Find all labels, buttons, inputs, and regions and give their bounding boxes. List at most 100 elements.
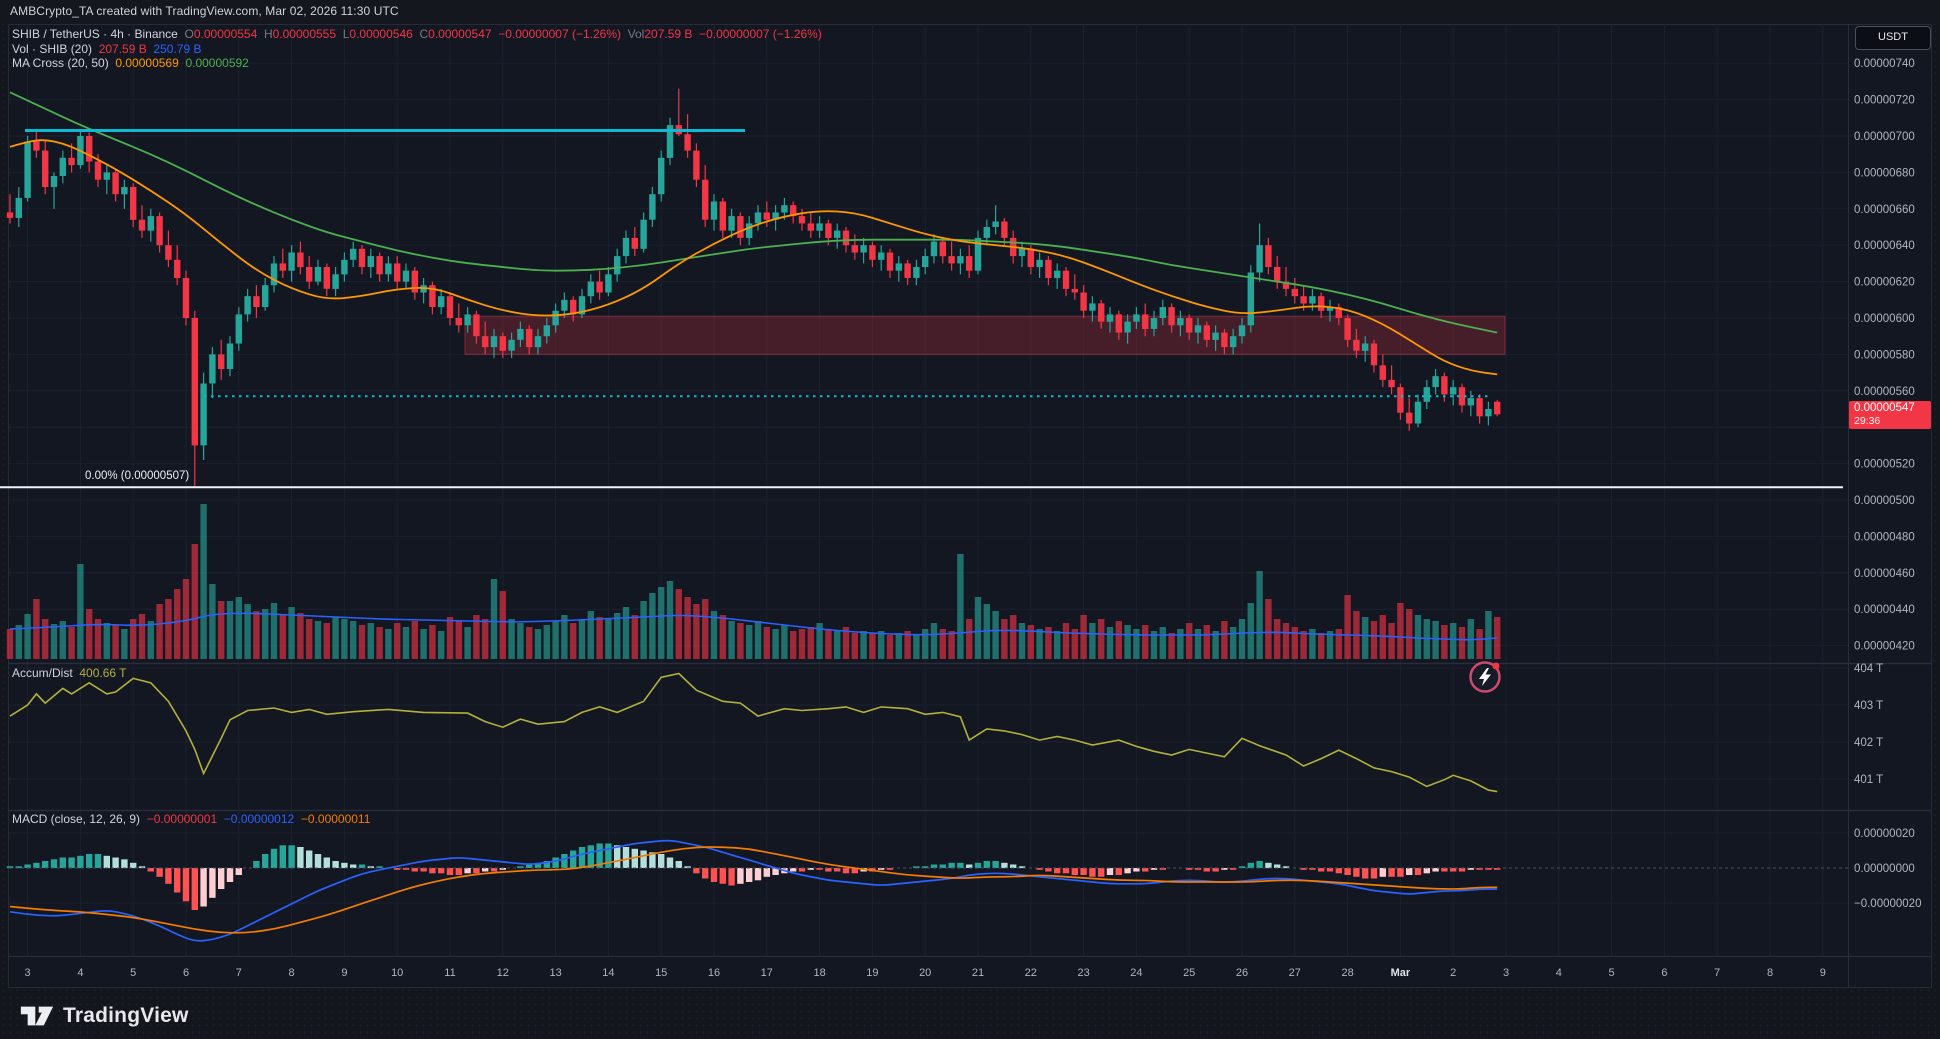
macd-hist-value: −0.00000001 (146, 812, 218, 826)
accum-dist-legend[interactable]: Accum/Dist 400.66 T (12, 666, 127, 680)
last-price-value: 0.00000547 (1854, 402, 1915, 414)
accum-dist-line (9, 672, 1498, 793)
time-axis-label: 20 (919, 967, 931, 979)
ad-axis-label: 402 T (1854, 737, 1883, 749)
symbol-legend[interactable]: SHIB / TetherUS · 4h · Binance O0.000005… (12, 27, 822, 41)
attribution-text: AMBCrypto_TA created with TradingView.co… (10, 4, 399, 18)
ma-cross-title[interactable]: MA Cross (20, 50) (12, 56, 109, 70)
price-axis-label: 0.00000740 (1854, 58, 1915, 70)
macd-line (9, 839, 1498, 942)
price-axis-label: 0.00000500 (1854, 495, 1915, 507)
supply-zone-box[interactable] (464, 315, 1506, 355)
flash-badge[interactable] (1467, 659, 1503, 695)
currency-toggle-button[interactable]: USDT (1855, 26, 1931, 50)
time-axis-label: 12 (497, 967, 509, 979)
time-axis-label: 3 (1503, 967, 1509, 979)
time-axis-label: 24 (1130, 967, 1142, 979)
time-axis-label: 19 (866, 967, 878, 979)
macd-histogram (6, 843, 1501, 910)
macd-signal-line (9, 846, 1498, 934)
lightning-icon (1479, 668, 1491, 686)
time-axis-label: 13 (549, 967, 561, 979)
price-axis-label: 0.00000440 (1854, 604, 1915, 616)
notification-dot (1492, 662, 1500, 670)
ma50-line (9, 91, 1498, 334)
price-axis-label: 0.00000700 (1854, 131, 1915, 143)
vol-value: 207.59 B (644, 27, 693, 41)
time-axis-label: 28 (1341, 967, 1353, 979)
close-value: 0.00000547 (428, 27, 492, 41)
time-axis-label: 5 (1609, 967, 1615, 979)
time-axis-label: 6 (183, 967, 189, 979)
last-price-tag[interactable]: 0.00000547 29:36 (1849, 401, 1931, 429)
time-axis-label: 4 (77, 967, 83, 979)
bar-countdown: 29:36 (1854, 415, 1881, 427)
time-axis-label: 8 (289, 967, 295, 979)
time-axis-label: 6 (1661, 967, 1667, 979)
ma20-value: 0.00000569 (115, 56, 179, 70)
time-axis-label: 22 (1025, 967, 1037, 979)
vol-label: Vol (627, 27, 645, 41)
accum-dist-value: 400.66 T (79, 666, 127, 680)
time-axis-label: 9 (1820, 967, 1826, 979)
fib-level-label: 0.00% (0.00000507) (85, 470, 190, 482)
time-axis-label: Mar (1391, 967, 1411, 979)
volume-ma-line (9, 612, 1498, 641)
price-axis-label: 0.00000680 (1854, 167, 1915, 179)
macd-axis-label: 0.00000020 (1854, 828, 1915, 840)
price-axis-label: 0.00000600 (1854, 313, 1915, 325)
high-value: 0.00000555 (272, 27, 337, 41)
ad-axis-label: 403 T (1854, 700, 1883, 712)
price-axis-label: 0.00000620 (1854, 277, 1915, 289)
time-axis-labels[interactable]: 3 4 5 6 7 8 9 10 11 12 13 14 15 16 17 18 19 20 21 22 23 24 25 2… (25, 967, 1826, 979)
macd-signal-value: −0.00000011 (300, 812, 371, 826)
high-label: H (263, 27, 273, 41)
price-axis-label: 0.00000520 (1854, 459, 1915, 471)
time-axis-label: 2 (1450, 967, 1456, 979)
tradingview-mark-icon (20, 1006, 54, 1026)
price-axis-label: 0.00000560 (1854, 386, 1915, 398)
tradingview-wordmark: TradingView (63, 1004, 189, 1027)
time-axis-label: 4 (1556, 967, 1562, 979)
price-axis-labels[interactable]: 0.00000740 0.00000720 0.00000700 0.00000680… (1854, 58, 1921, 910)
tradingview-logo[interactable]: TradingView (20, 998, 189, 1034)
ma-cross-legend[interactable]: MA Cross (20, 50) 0.00000569 0.00000592 (12, 56, 249, 70)
time-axis-label: 15 (655, 967, 667, 979)
accum-dist-title[interactable]: Accum/Dist (12, 666, 73, 680)
price-axis-label: 0.00000640 (1854, 240, 1915, 252)
gridlines (9, 24, 1848, 956)
price-axis-label: 0.00000580 (1854, 349, 1915, 361)
volume-ma: 250.79 B (153, 42, 202, 56)
price-axis-label: 0.00000480 (1854, 531, 1915, 543)
attribution-bar: AMBCrypto_TA created with TradingView.co… (0, 0, 1940, 24)
price-axis-label: 0.00000720 (1854, 95, 1915, 107)
time-axis-label: 7 (236, 967, 242, 979)
time-axis-label: 8 (1767, 967, 1773, 979)
time-axis-label: 23 (1077, 967, 1089, 979)
macd-legend[interactable]: MACD (close, 12, 26, 9) −0.00000001 −0.0… (12, 812, 370, 826)
time-axis-label: 18 (813, 967, 825, 979)
ad-axis-label: 401 T (1854, 774, 1883, 786)
ad-axis-label: 404 T (1854, 663, 1883, 675)
time-axis-label: 14 (602, 967, 614, 979)
symbol-title[interactable]: SHIB / TetherUS · 4h · Binance (12, 27, 178, 41)
volume-indicator-title[interactable]: Vol · SHIB (20) (12, 42, 93, 56)
candle-bodies (6, 125, 1501, 446)
macd-title[interactable]: MACD (close, 12, 26, 9) (12, 812, 141, 826)
volume-current: 207.59 B (98, 42, 147, 56)
time-axis-label: 3 (25, 967, 31, 979)
macd-axis-label: 0.00000000 (1854, 863, 1915, 875)
price-axis-label: 0.00000460 (1854, 568, 1915, 580)
time-axis-label: 16 (708, 967, 720, 979)
time-axis-label: 17 (761, 967, 773, 979)
time-axis-label: 11 (444, 967, 455, 979)
time-axis-label: 10 (391, 967, 403, 979)
time-axis-label: 7 (1714, 967, 1720, 979)
volume-legend[interactable]: Vol · SHIB (20) 207.59 B 250.79 B (12, 42, 201, 56)
ma50-value: 0.00000592 (185, 56, 249, 70)
time-axis-label: 21 (972, 967, 984, 979)
time-axis-label: 5 (130, 967, 136, 979)
open-value: 0.00000554 (193, 27, 258, 41)
ma20-line (9, 139, 1498, 376)
